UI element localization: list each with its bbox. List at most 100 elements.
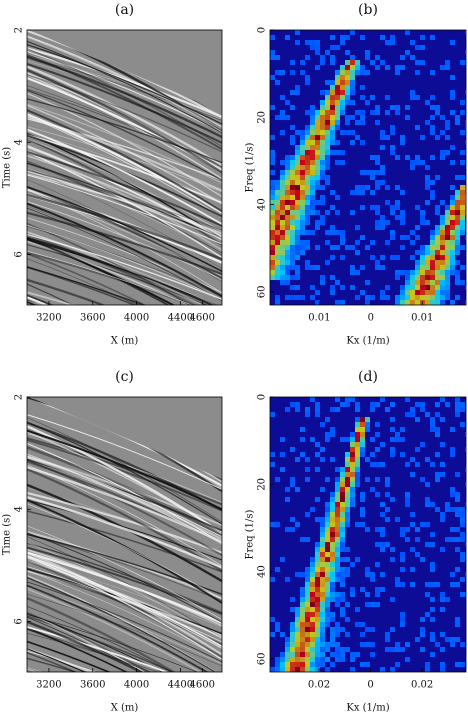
spectrum-cell bbox=[430, 632, 435, 637]
spectrum-cell bbox=[320, 175, 325, 180]
spectrum-cell bbox=[300, 632, 305, 637]
x-axis-label: Kx (1/m) bbox=[346, 703, 389, 714]
spectrum-cell bbox=[435, 642, 440, 647]
spectrum-cell bbox=[425, 270, 430, 275]
spectrum-cell bbox=[305, 160, 310, 165]
spectrum-cell bbox=[330, 552, 335, 557]
spectrum-cell bbox=[335, 602, 340, 607]
spectrum-cell bbox=[450, 220, 455, 225]
spectrum-cell bbox=[295, 657, 300, 662]
spectrum-cell bbox=[425, 502, 430, 507]
spectrum-cell bbox=[325, 592, 330, 597]
spectrum-cell bbox=[370, 402, 375, 407]
spectrum-cell bbox=[305, 622, 310, 627]
spectrum-cell bbox=[270, 577, 275, 582]
spectrum-cell bbox=[315, 592, 320, 597]
spectrum-cell bbox=[345, 572, 350, 577]
spectrum-cell bbox=[320, 447, 325, 452]
spectrum-cell bbox=[320, 165, 325, 170]
spectrum-cell bbox=[285, 180, 290, 185]
spectrum-cell bbox=[310, 170, 315, 175]
spectrum-cell bbox=[340, 507, 345, 512]
spectrum-cell bbox=[305, 110, 310, 115]
spectrum-cell bbox=[340, 542, 345, 547]
spectrum-cell bbox=[330, 432, 335, 437]
spectrum-cell bbox=[460, 110, 465, 115]
y-tick-label: 4 bbox=[14, 506, 25, 512]
spectrum-cell bbox=[385, 492, 390, 497]
spectrum-cell bbox=[445, 150, 450, 155]
spectrum-cell bbox=[315, 150, 320, 155]
spectrum-cell bbox=[355, 65, 360, 70]
spectrum-cell bbox=[445, 597, 450, 602]
spectrum-cell bbox=[285, 200, 290, 205]
spectrum-cell bbox=[430, 617, 435, 622]
spectrum-cell bbox=[315, 412, 320, 417]
spectrum-cell bbox=[375, 265, 380, 270]
spectrum-cell bbox=[325, 577, 330, 582]
spectrum-cell bbox=[395, 270, 400, 275]
spectrum-cell bbox=[335, 85, 340, 90]
spectrum-cell bbox=[300, 155, 305, 160]
spectrum-cell bbox=[440, 240, 445, 245]
spectrum-cell bbox=[340, 95, 345, 100]
spectrum-cell bbox=[370, 577, 375, 582]
spectrum-cell bbox=[455, 275, 460, 280]
spectrum-cell bbox=[400, 622, 405, 627]
spectrum-cell bbox=[365, 280, 370, 285]
spectrum-cell bbox=[335, 492, 340, 497]
spectrum-cell bbox=[440, 442, 445, 447]
spectrum-cell bbox=[305, 200, 310, 205]
spectrum-cell bbox=[295, 205, 300, 210]
spectrum-cell bbox=[420, 220, 425, 225]
spectrum-cell bbox=[425, 285, 430, 290]
spectrum-cell bbox=[440, 295, 445, 300]
spectrum-cell bbox=[285, 210, 290, 215]
spectrum-cell bbox=[395, 295, 400, 300]
spectrum-cell bbox=[380, 290, 385, 295]
spectrum-cell bbox=[350, 447, 355, 452]
spectrum-cell bbox=[295, 235, 300, 240]
spectrum-cell bbox=[395, 105, 400, 110]
x-tick-label: 4000 bbox=[124, 313, 149, 324]
spectrum-cell bbox=[310, 597, 315, 602]
spectrum-cell bbox=[425, 280, 430, 285]
spectrum-cell bbox=[440, 667, 445, 672]
spectrum-cell bbox=[290, 597, 295, 602]
spectrum-cell bbox=[350, 270, 355, 275]
spectrum-cell bbox=[455, 250, 460, 255]
spectrum-cell bbox=[455, 200, 460, 205]
spectrum-cell bbox=[355, 607, 360, 612]
spectrum-cell bbox=[335, 280, 340, 285]
seismic-event bbox=[27, 299, 222, 368]
spectrum-cell bbox=[345, 60, 350, 65]
spectrum-cell bbox=[460, 210, 465, 215]
spectrum-cell bbox=[460, 220, 465, 225]
spectrum-cell bbox=[325, 612, 330, 617]
spectrum-cell bbox=[290, 482, 295, 487]
spectrum-cell bbox=[320, 652, 325, 657]
spectrum-cell bbox=[285, 235, 290, 240]
spectrum-cell bbox=[425, 200, 430, 205]
spectrum-cell bbox=[290, 240, 295, 245]
spectrum-cell bbox=[310, 577, 315, 582]
spectrum-cell bbox=[335, 577, 340, 582]
y-tick-label: 60 bbox=[257, 653, 268, 666]
spectrum-cell bbox=[310, 647, 315, 652]
spectrum-cell bbox=[325, 517, 330, 522]
spectrum-cell bbox=[355, 462, 360, 467]
spectrum-cell bbox=[405, 105, 410, 110]
spectrum-cell bbox=[380, 667, 385, 672]
spectrum-cell bbox=[320, 542, 325, 547]
spectrum-cell bbox=[325, 587, 330, 592]
spectrum-cell bbox=[410, 472, 415, 477]
spectrum-cell bbox=[455, 120, 460, 125]
spectrum-cell bbox=[440, 245, 445, 250]
x-tick-label: 4600 bbox=[190, 680, 215, 691]
spectrum-cell bbox=[315, 65, 320, 70]
spectrum-cell bbox=[440, 220, 445, 225]
spectrum-cell bbox=[325, 110, 330, 115]
spectrum-cell bbox=[325, 80, 330, 85]
spectrum-cell bbox=[310, 185, 315, 190]
spectrum-cell bbox=[425, 180, 430, 185]
